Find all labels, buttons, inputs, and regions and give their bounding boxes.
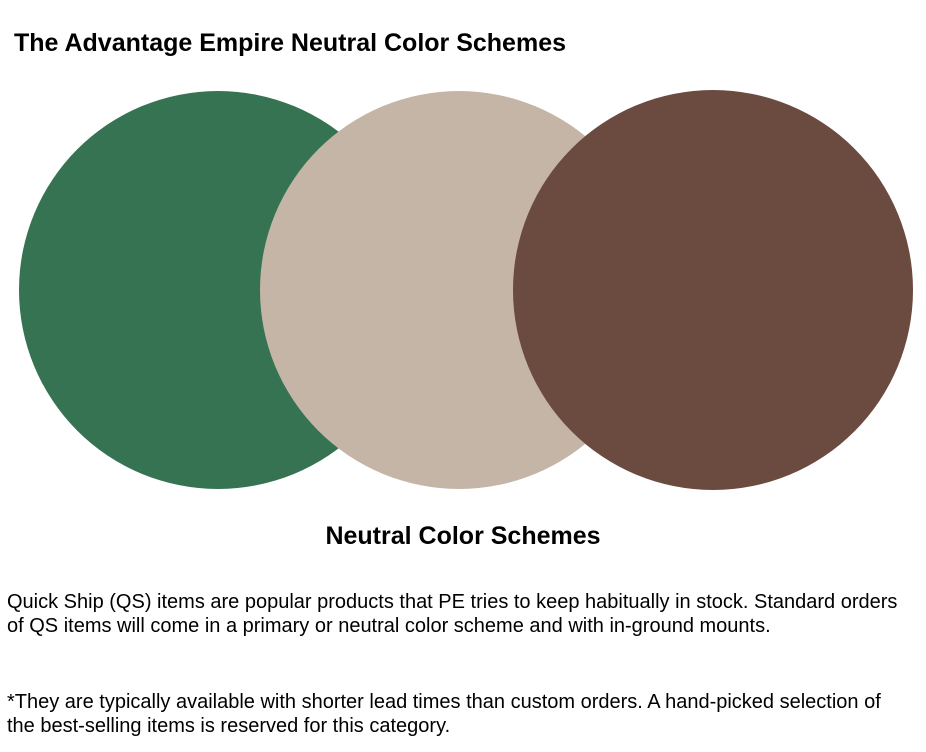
color-swatches bbox=[19, 90, 913, 490]
paragraph-quick-ship: Quick Ship (QS) items are popular produc… bbox=[7, 591, 898, 637]
paragraph-lead-times: *They are typically available with short… bbox=[7, 691, 881, 737]
swatch-brown bbox=[513, 90, 913, 490]
section-title: Neutral Color Schemes bbox=[325, 522, 601, 550]
page-title: The Advantage Empire Neutral Color Schem… bbox=[14, 29, 567, 57]
